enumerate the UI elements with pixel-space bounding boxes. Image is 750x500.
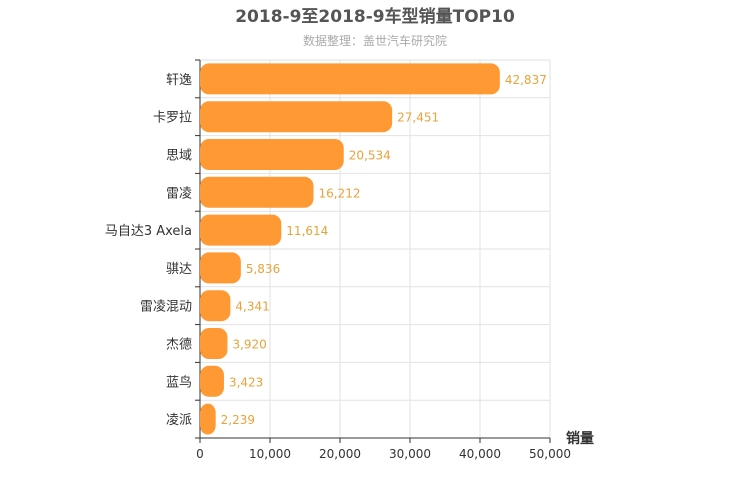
value-label: 3,423 bbox=[229, 375, 263, 389]
chart-subtitle: 数据整理：盖世汽车研究院 bbox=[303, 33, 447, 48]
x-tick-label: 0 bbox=[196, 447, 204, 461]
x-tick-label: 50,000 bbox=[529, 447, 571, 461]
x-tick-label: 30,000 bbox=[389, 447, 431, 461]
category-label: 凌派 bbox=[166, 413, 192, 428]
value-label: 4,341 bbox=[235, 300, 269, 314]
value-label: 20,534 bbox=[349, 149, 391, 163]
value-label: 42,837 bbox=[505, 73, 547, 87]
category-label: 雷凌混动 bbox=[140, 300, 192, 315]
bar-2 bbox=[200, 101, 393, 133]
bars bbox=[200, 63, 500, 435]
bar-5 bbox=[200, 214, 282, 246]
category-label: 思域 bbox=[166, 149, 192, 164]
x-axis-label: 销量 bbox=[566, 430, 594, 447]
bar-10 bbox=[200, 403, 216, 435]
bar-8 bbox=[200, 328, 228, 359]
value-label: 27,451 bbox=[397, 111, 439, 125]
x-tick-label: 20,000 bbox=[319, 447, 361, 461]
bar-4 bbox=[200, 176, 314, 208]
bar-7 bbox=[200, 290, 231, 322]
x-tick-label: 40,000 bbox=[459, 447, 501, 461]
bar-3 bbox=[200, 139, 344, 170]
category-label: 轩逸 bbox=[166, 73, 192, 88]
value-label: 2,239 bbox=[221, 413, 255, 427]
labels: 0 10,000 20,000 30,000 40,000 50,000 轩逸 42,837 卡… bbox=[105, 73, 571, 461]
category-label: 蓝鸟 bbox=[166, 374, 192, 390]
value-label: 11,614 bbox=[286, 224, 328, 238]
category-label: 马自达3 Axela bbox=[105, 224, 192, 239]
x-tick-label: 10,000 bbox=[249, 447, 291, 461]
value-label: 5,836 bbox=[246, 262, 280, 276]
bar-6 bbox=[200, 252, 241, 284]
bar-1 bbox=[200, 63, 500, 95]
category-label: 杰德 bbox=[166, 338, 192, 353]
value-label: 3,920 bbox=[232, 338, 266, 352]
chart-title: 2018-9至2018-9车型销量TOP10 bbox=[235, 6, 515, 27]
category-label: 卡罗拉 bbox=[153, 111, 192, 126]
value-label: 16,212 bbox=[318, 186, 360, 200]
bar-9 bbox=[200, 365, 224, 397]
category-label: 骐达 bbox=[166, 262, 192, 277]
category-label: 雷凌 bbox=[166, 186, 192, 201]
